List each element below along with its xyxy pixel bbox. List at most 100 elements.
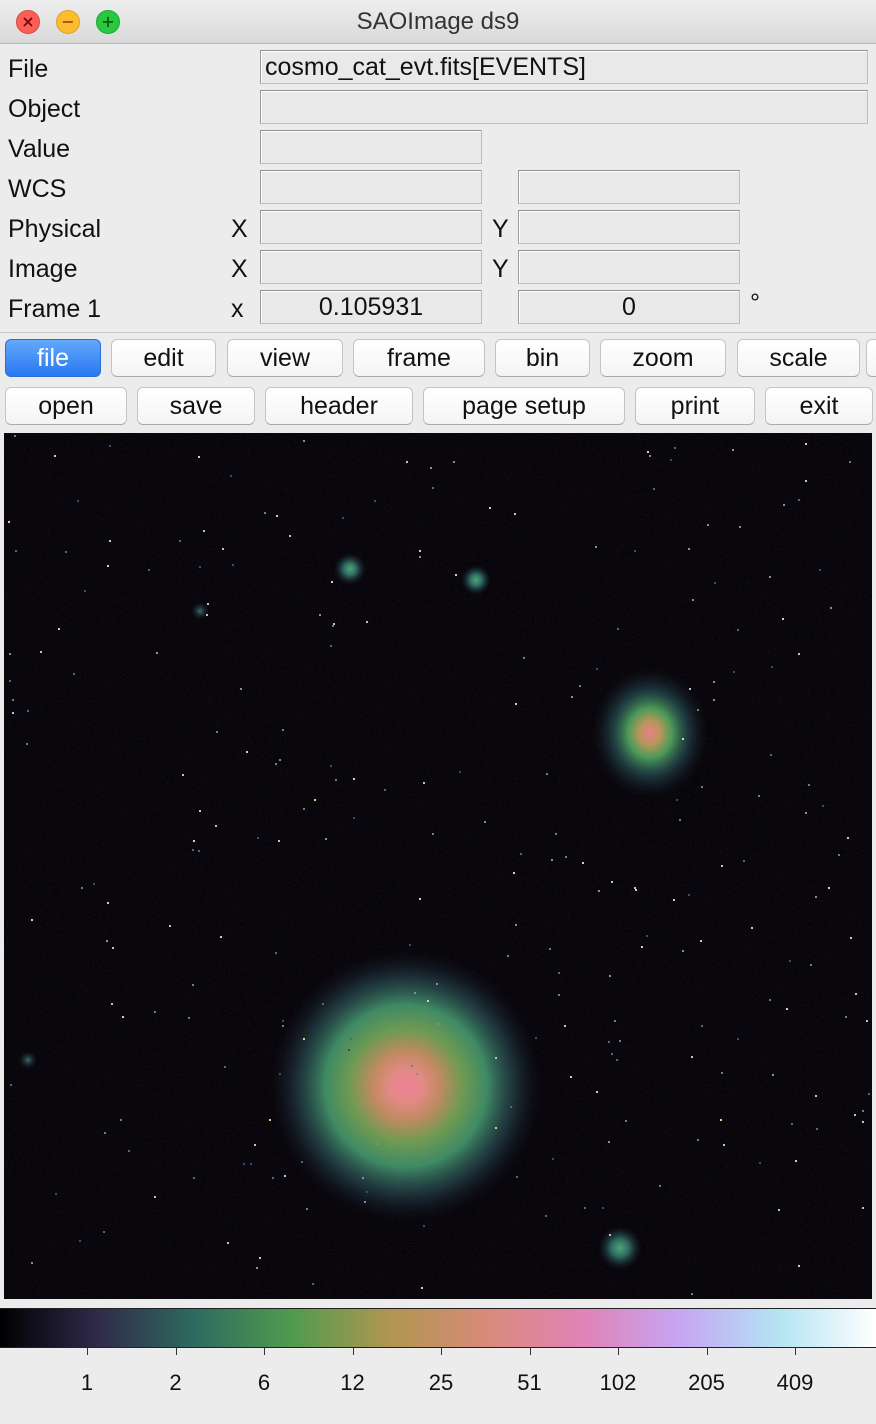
event-pixel xyxy=(565,856,567,858)
event-pixel xyxy=(634,887,636,889)
event-pixel xyxy=(641,946,643,948)
event-pixel xyxy=(169,925,171,927)
event-pixel xyxy=(107,565,109,567)
event-pixel xyxy=(459,771,461,773)
event-pixel xyxy=(830,607,832,609)
event-pixel xyxy=(822,805,824,807)
image-x-label: X xyxy=(231,255,248,283)
colorbar-tick-label: 2 xyxy=(169,1370,182,1395)
event-pixel xyxy=(8,521,10,523)
event-pixel xyxy=(455,574,457,576)
print-button[interactable]: print xyxy=(635,387,755,425)
close-window-button[interactable]: × xyxy=(16,10,40,34)
event-pixel xyxy=(342,517,344,519)
source-lower-right xyxy=(598,1226,642,1270)
open-button[interactable]: open xyxy=(5,387,127,425)
event-pixel xyxy=(700,940,702,942)
source-top-center xyxy=(461,565,491,595)
event-pixel xyxy=(353,778,355,780)
event-pixel xyxy=(670,459,672,461)
event-pixel xyxy=(714,582,716,584)
event-pixel xyxy=(769,999,771,1001)
event-pixel xyxy=(81,887,83,889)
colorbar-tick xyxy=(618,1348,619,1355)
event-pixel xyxy=(614,1020,616,1022)
event-pixel xyxy=(154,1011,156,1013)
event-pixel xyxy=(815,896,817,898)
header-button[interactable]: header xyxy=(265,387,413,425)
event-pixel xyxy=(676,799,678,801)
menu-overflow-button[interactable] xyxy=(866,339,876,377)
event-pixel xyxy=(103,1231,105,1233)
event-pixel xyxy=(798,1265,800,1267)
menu-edit-button[interactable]: edit xyxy=(111,339,216,377)
event-pixel xyxy=(192,849,194,851)
event-pixel xyxy=(520,853,522,855)
colorbar-tick xyxy=(264,1348,265,1355)
event-pixel xyxy=(847,837,849,839)
event-pixel xyxy=(596,668,598,670)
event-pixel xyxy=(331,581,333,583)
event-pixel xyxy=(303,440,305,442)
colorbar-tick-label: 205 xyxy=(688,1370,725,1395)
page-setup-button[interactable]: page setup xyxy=(423,387,625,425)
event-pixel xyxy=(798,499,800,501)
menu-frame-button[interactable]: frame xyxy=(353,339,485,377)
event-pixel xyxy=(111,1003,113,1005)
event-pixel xyxy=(733,671,735,673)
event-pixel xyxy=(782,618,784,620)
event-pixel xyxy=(732,449,734,451)
menu-scale-button[interactable]: scale xyxy=(737,339,860,377)
event-pixel xyxy=(535,1037,537,1039)
event-pixel xyxy=(596,1091,598,1093)
colorbar-tick-label: 6 xyxy=(257,1370,271,1395)
event-pixel xyxy=(609,1234,611,1236)
image-y-field xyxy=(518,250,740,284)
event-pixel xyxy=(306,1208,308,1210)
exit-button[interactable]: exit xyxy=(765,387,873,425)
event-pixel xyxy=(713,681,715,683)
event-pixel xyxy=(322,1003,324,1005)
event-pixel xyxy=(810,964,812,966)
event-pixel xyxy=(737,629,739,631)
minimize-window-button[interactable]: − xyxy=(56,10,80,34)
event-pixel xyxy=(723,1144,725,1146)
event-pixel xyxy=(546,773,548,775)
event-pixel xyxy=(646,935,648,937)
menu-bin-button[interactable]: bin xyxy=(495,339,590,377)
event-pixel xyxy=(805,812,807,814)
colorbar-tick xyxy=(352,1348,354,1355)
image-display[interactable] xyxy=(4,433,872,1299)
menu-view-button[interactable]: view xyxy=(227,339,343,377)
event-pixel xyxy=(377,1143,379,1145)
event-pixel xyxy=(148,569,150,571)
event-pixel xyxy=(828,887,830,889)
event-pixel xyxy=(282,729,284,731)
event-pixel xyxy=(659,1185,661,1187)
colorbar[interactable] xyxy=(0,1308,876,1348)
event-pixel xyxy=(789,960,791,962)
zoom-window-button[interactable]: + xyxy=(96,10,120,34)
event-pixel xyxy=(619,1040,621,1042)
save-button[interactable]: save xyxy=(137,387,255,425)
event-pixel xyxy=(551,859,553,861)
event-pixel xyxy=(513,872,515,874)
event-pixel xyxy=(279,1073,281,1075)
event-pixel xyxy=(845,1016,847,1018)
menu-zoom-button[interactable]: zoom xyxy=(600,339,726,377)
event-pixel xyxy=(786,1008,788,1010)
event-pixel xyxy=(55,1193,57,1195)
event-pixel xyxy=(423,782,425,784)
event-pixel xyxy=(10,1084,12,1086)
event-pixel xyxy=(374,500,376,502)
event-pixel xyxy=(692,599,694,601)
event-pixel xyxy=(54,455,56,457)
event-pixel xyxy=(770,754,772,756)
event-pixel xyxy=(312,1283,314,1285)
event-pixel xyxy=(595,546,597,548)
angle-value-field: 0 xyxy=(518,290,740,324)
menu-file-button[interactable]: file xyxy=(5,339,101,377)
colorbar-ticks: 1 2 6 12 25 51 102 205 409 xyxy=(0,1348,876,1424)
event-pixel xyxy=(269,1119,271,1121)
event-pixel xyxy=(552,1158,554,1160)
